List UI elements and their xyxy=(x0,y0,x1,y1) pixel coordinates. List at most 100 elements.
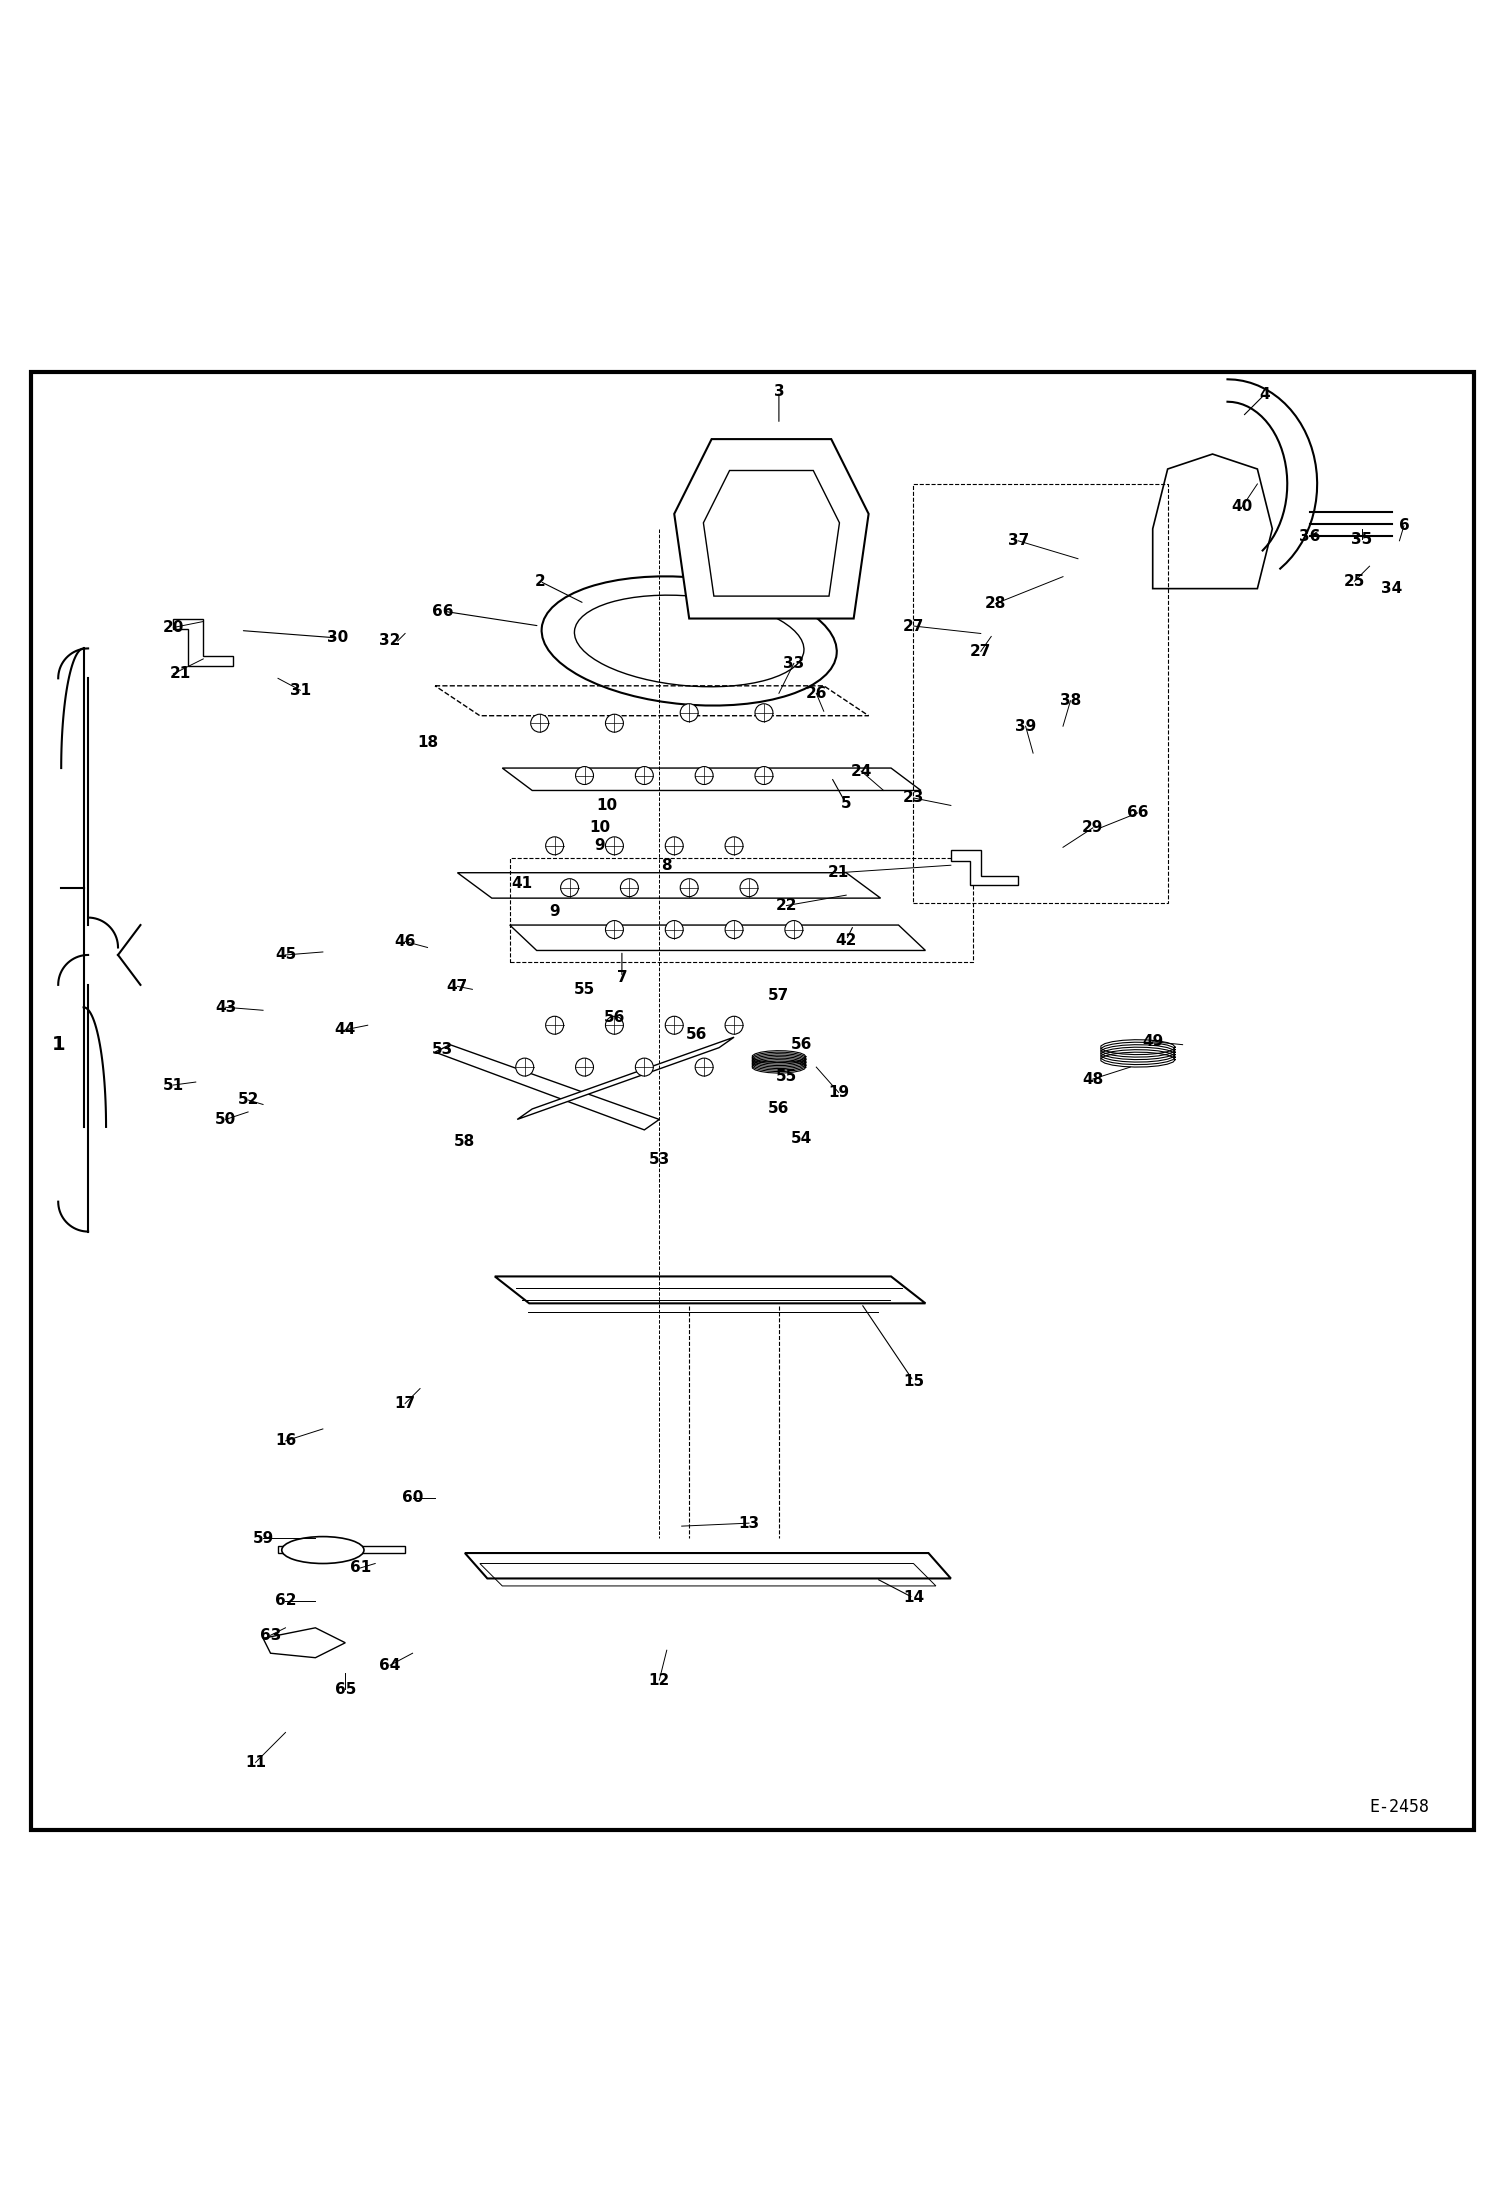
Text: 25: 25 xyxy=(1344,573,1365,588)
Circle shape xyxy=(575,1058,593,1075)
Text: 9: 9 xyxy=(550,904,560,919)
Circle shape xyxy=(575,766,593,785)
Text: 63: 63 xyxy=(259,1628,282,1643)
Text: 11: 11 xyxy=(246,1755,267,1771)
Text: 56: 56 xyxy=(791,1038,812,1053)
Bar xyxy=(914,485,1167,902)
Circle shape xyxy=(530,715,548,733)
Circle shape xyxy=(635,1058,653,1075)
Ellipse shape xyxy=(542,577,837,706)
Text: 35: 35 xyxy=(1351,531,1372,546)
Circle shape xyxy=(755,766,773,785)
Text: 2: 2 xyxy=(535,573,545,588)
Circle shape xyxy=(605,921,623,939)
Text: 52: 52 xyxy=(237,1093,259,1108)
Text: 56: 56 xyxy=(604,1009,625,1025)
Text: 64: 64 xyxy=(379,1659,401,1672)
Polygon shape xyxy=(1152,454,1272,588)
Text: 50: 50 xyxy=(216,1112,237,1128)
Text: 9: 9 xyxy=(595,838,605,853)
Polygon shape xyxy=(951,851,1019,884)
Text: 21: 21 xyxy=(828,864,849,880)
Text: 53: 53 xyxy=(431,1042,452,1058)
Polygon shape xyxy=(674,439,869,619)
Text: 27: 27 xyxy=(903,619,924,634)
Circle shape xyxy=(665,921,683,939)
Text: 43: 43 xyxy=(216,1000,237,1016)
Text: 30: 30 xyxy=(327,630,349,645)
Text: 19: 19 xyxy=(828,1086,849,1099)
Circle shape xyxy=(560,880,578,897)
Text: 22: 22 xyxy=(776,897,797,913)
Polygon shape xyxy=(264,1628,346,1659)
Text: 10: 10 xyxy=(589,821,610,836)
Text: 48: 48 xyxy=(1082,1071,1104,1086)
Text: 62: 62 xyxy=(274,1593,297,1608)
Circle shape xyxy=(545,1016,563,1033)
Text: 42: 42 xyxy=(836,932,857,948)
Circle shape xyxy=(755,704,773,722)
Circle shape xyxy=(695,766,713,785)
Text: 58: 58 xyxy=(454,1134,475,1150)
Circle shape xyxy=(515,1058,533,1075)
Text: 6: 6 xyxy=(1399,518,1410,533)
Circle shape xyxy=(545,836,563,856)
Polygon shape xyxy=(509,926,926,950)
Circle shape xyxy=(725,1016,743,1033)
Text: 10: 10 xyxy=(596,799,617,814)
Text: 14: 14 xyxy=(903,1591,924,1606)
Circle shape xyxy=(725,921,743,939)
Circle shape xyxy=(665,1016,683,1033)
Circle shape xyxy=(740,880,758,897)
Circle shape xyxy=(665,836,683,856)
Text: 39: 39 xyxy=(1016,720,1037,733)
Text: 55: 55 xyxy=(776,1068,797,1084)
Text: 26: 26 xyxy=(806,687,827,700)
Text: 29: 29 xyxy=(1082,821,1104,836)
Text: 57: 57 xyxy=(768,987,789,1003)
Text: 27: 27 xyxy=(971,643,992,658)
Polygon shape xyxy=(502,768,921,790)
Text: 49: 49 xyxy=(1141,1033,1164,1049)
Circle shape xyxy=(785,921,803,939)
Text: 59: 59 xyxy=(253,1531,274,1545)
Ellipse shape xyxy=(282,1536,364,1564)
Text: 3: 3 xyxy=(773,384,785,399)
Text: 17: 17 xyxy=(394,1395,415,1411)
Text: 56: 56 xyxy=(768,1101,789,1117)
Text: 4: 4 xyxy=(1260,386,1270,402)
Text: 38: 38 xyxy=(1061,693,1082,709)
Text: 36: 36 xyxy=(1299,529,1320,544)
Polygon shape xyxy=(464,1553,951,1577)
Text: 1: 1 xyxy=(51,1036,64,1053)
Text: 5: 5 xyxy=(840,796,851,812)
Text: 53: 53 xyxy=(649,1152,670,1167)
Circle shape xyxy=(605,1016,623,1033)
Text: 51: 51 xyxy=(163,1077,184,1093)
Text: 28: 28 xyxy=(986,597,1007,612)
Circle shape xyxy=(620,880,638,897)
Text: 61: 61 xyxy=(349,1560,372,1575)
Text: 12: 12 xyxy=(649,1672,670,1687)
Circle shape xyxy=(605,836,623,856)
Text: 33: 33 xyxy=(783,656,804,671)
Circle shape xyxy=(725,836,743,856)
Text: 41: 41 xyxy=(511,875,532,891)
Text: 55: 55 xyxy=(574,983,595,996)
Text: 32: 32 xyxy=(379,634,401,649)
Text: 16: 16 xyxy=(274,1433,297,1448)
Polygon shape xyxy=(279,1545,404,1553)
Text: 66: 66 xyxy=(1126,805,1149,821)
Polygon shape xyxy=(517,1038,734,1119)
Polygon shape xyxy=(494,1277,926,1303)
Polygon shape xyxy=(457,873,881,897)
Text: 15: 15 xyxy=(903,1373,924,1389)
Polygon shape xyxy=(704,470,839,597)
Text: 46: 46 xyxy=(394,935,416,950)
Text: 20: 20 xyxy=(163,621,184,634)
Text: 40: 40 xyxy=(1231,498,1252,513)
Text: 7: 7 xyxy=(617,970,628,985)
Text: 45: 45 xyxy=(274,948,297,963)
Polygon shape xyxy=(174,619,234,667)
Text: 13: 13 xyxy=(739,1516,759,1531)
